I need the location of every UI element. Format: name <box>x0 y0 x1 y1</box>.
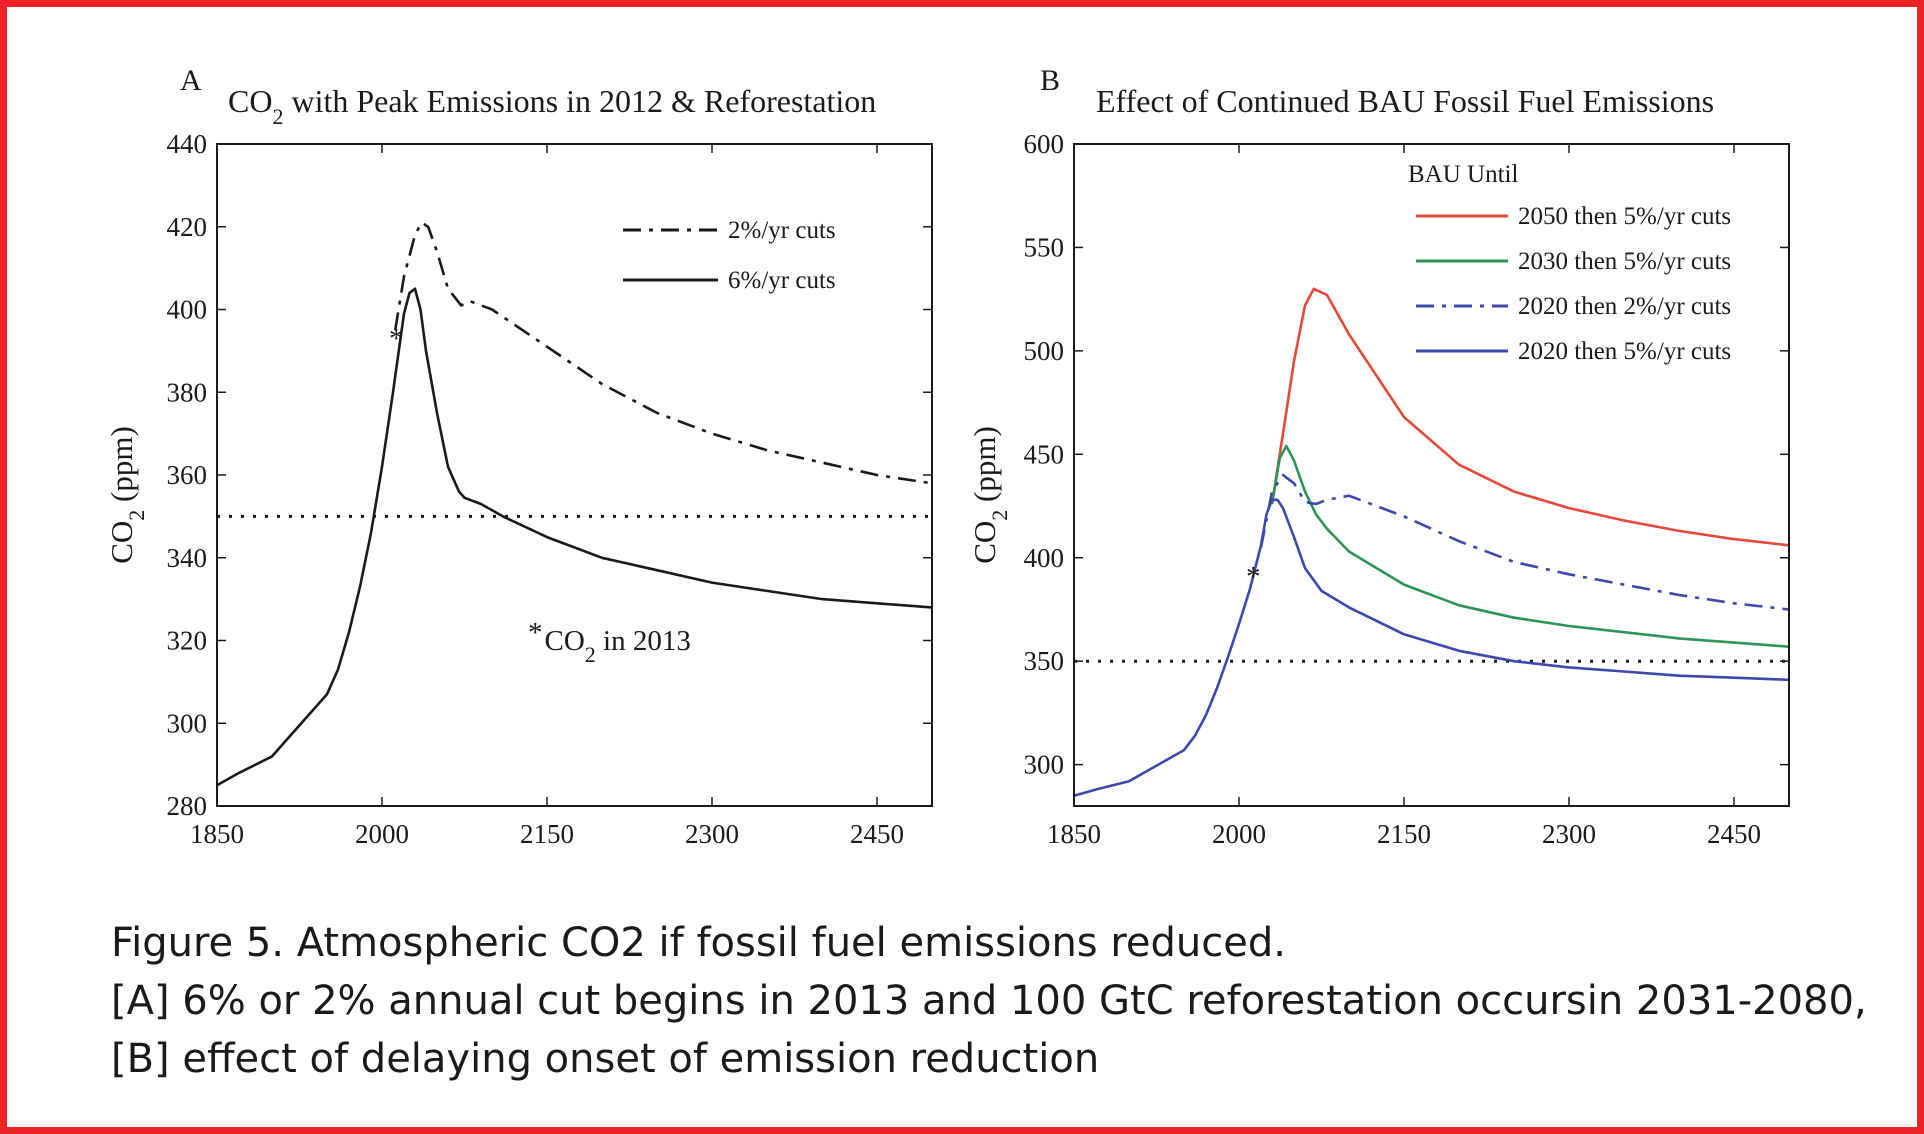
y-tick-label: 300 <box>1024 750 1065 780</box>
y-tick-label: 380 <box>167 377 208 407</box>
x-tick-label: 2000 <box>355 819 409 849</box>
panel-a-axes-box <box>216 143 933 807</box>
panel-b-chart: B Effect of Continued BAU Fossil Fuel Em… <box>967 64 1790 849</box>
y-tick-label: 400 <box>167 295 208 325</box>
x-tick-label: 2300 <box>685 819 739 849</box>
panel-a-legend: 2%/yr cuts 6%/yr cuts <box>623 217 836 294</box>
legend-label-3: 2020 then 5%/yr cuts <box>1518 338 1731 365</box>
x-tick-label: 2150 <box>520 819 574 849</box>
x-tick-label: 2300 <box>1542 819 1596 849</box>
caption-line-3: [B] effect of delaying onset of emission… <box>111 1036 1100 1082</box>
x-tick-label: 2150 <box>1377 819 1431 849</box>
panel-a-title: CO2 with Peak Emissions in 2012 & Refore… <box>228 83 876 129</box>
y-tick-label: 340 <box>167 543 208 573</box>
legend-label-0: 2%/yr cuts <box>728 217 836 244</box>
y-tick-label: 440 <box>167 129 208 159</box>
y-tick-label: 400 <box>1024 543 1065 573</box>
legend-label-2: 2020 then 2%/yr cuts <box>1518 293 1731 320</box>
series-line-1 <box>216 287 933 787</box>
y-tick-label: 360 <box>167 460 208 490</box>
y-tick-label: 280 <box>167 791 208 821</box>
caption-line-2: [A] 6% or 2% annual cut begins in 2013 a… <box>111 978 1867 1024</box>
panel-b-legend: 2050 then 5%/yr cuts 2030 then 5%/yr cuts… <box>1416 203 1731 365</box>
x-tick-label: 1850 <box>190 819 244 849</box>
panel-a-annotation: *CO2 in 2013 <box>528 617 691 667</box>
y-tick-label: 450 <box>1024 439 1065 469</box>
series-line-3 <box>1073 498 1790 797</box>
y-tick-label: 350 <box>1024 646 1065 676</box>
panel-a-label: A <box>180 64 202 97</box>
panel-a-ticks: 1850 2000 2150 2300 2450 280 300 320 340 360 380 40… <box>167 129 932 849</box>
legend-label-0: 2050 then 5%/yr cuts <box>1518 203 1731 230</box>
x-tick-label: 1850 <box>1047 819 1101 849</box>
figure-caption: Figure 5. Atmospheric CO2 if fossil fuel… <box>111 914 1891 1088</box>
panel-a-2013-marker: * <box>389 323 404 355</box>
panel-b-label: B <box>1040 64 1060 97</box>
panel-b-2013-marker: * <box>1246 561 1261 593</box>
panel-b-title: Effect of Continued BAU Fossil Fuel Emis… <box>1096 83 1714 119</box>
y-tick-label: 300 <box>167 708 208 738</box>
figure-charts: A CO2 with Peak Emissions in 2012 & Refo… <box>104 64 1790 849</box>
series-line-2 <box>1259 473 1790 611</box>
legend-label-1: 6%/yr cuts <box>728 267 836 294</box>
panel-b-series <box>1073 287 1790 797</box>
series-line-0 <box>1270 287 1790 547</box>
legend-label-1: 2030 then 5%/yr cuts <box>1518 248 1731 275</box>
panel-b-ticks: 1850 2000 2150 2300 2450 300 350 400 450 500 550 60… <box>1024 129 1789 849</box>
panel-b-legend-title: BAU Until <box>1408 161 1518 188</box>
panel-a-ylabel: CO2 (ppm) <box>104 426 149 564</box>
panel-a-series <box>216 221 933 787</box>
series-line-0 <box>393 221 933 485</box>
x-tick-label: 2450 <box>1707 819 1761 849</box>
y-tick-label: 500 <box>1024 336 1065 366</box>
panel-b-axes-box <box>1073 143 1790 807</box>
series-line-1 <box>1270 444 1790 648</box>
x-tick-label: 2000 <box>1212 819 1266 849</box>
y-tick-label: 550 <box>1024 232 1065 262</box>
y-tick-label: 320 <box>167 626 208 656</box>
x-tick-label: 2450 <box>850 819 904 849</box>
panel-a-chart: A CO2 with Peak Emissions in 2012 & Refo… <box>104 64 933 849</box>
y-tick-label: 420 <box>167 212 208 242</box>
y-tick-label: 600 <box>1024 129 1065 159</box>
panel-b-ylabel: CO2 (ppm) <box>967 426 1012 564</box>
caption-line-1: Figure 5. Atmospheric CO2 if fossil fuel… <box>111 920 1286 966</box>
